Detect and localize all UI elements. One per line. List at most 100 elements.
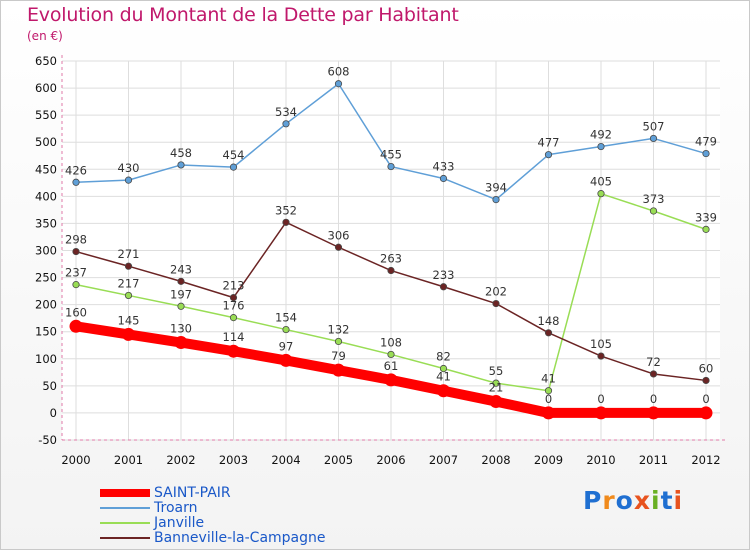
data-point <box>177 302 185 310</box>
data-point <box>437 384 450 398</box>
y-tick-label: 0 <box>50 406 57 420</box>
y-tick-label: -50 <box>38 433 57 447</box>
x-tick-label: 2010 <box>586 453 615 467</box>
data-label: 492 <box>590 128 612 142</box>
data-point <box>542 406 555 420</box>
data-point <box>439 364 448 373</box>
y-tick-label: 450 <box>35 162 57 176</box>
brand-letter: t <box>660 486 674 515</box>
data-point <box>594 406 608 420</box>
legend-swatch-janville <box>100 522 150 524</box>
data-label: 114 <box>223 330 245 344</box>
data-point <box>334 243 343 251</box>
data-point <box>124 176 133 184</box>
data-point <box>649 207 658 215</box>
data-label: 477 <box>538 136 560 150</box>
y-tick-label: 650 <box>35 54 57 68</box>
legend-label-janville: Janville <box>154 515 205 531</box>
data-point <box>124 291 133 300</box>
data-point <box>332 363 345 377</box>
x-tick-label: 2012 <box>691 453 720 467</box>
data-label: 433 <box>433 159 455 173</box>
x-tick-label: 2006 <box>376 453 405 467</box>
legend-label-banneville: Banneville-la-Campagne <box>154 530 326 546</box>
data-point <box>489 395 503 409</box>
data-label: 306 <box>328 228 350 242</box>
data-label: 148 <box>538 314 560 328</box>
chart-title: Evolution du Montant de la Dette par Hab… <box>27 4 459 26</box>
data-point <box>492 196 500 204</box>
data-point <box>124 262 133 270</box>
data-point <box>649 134 658 143</box>
chart-subtitle: (en €) <box>27 29 63 43</box>
data-point <box>72 247 80 256</box>
y-tick-label: 200 <box>35 298 57 312</box>
data-point <box>597 190 605 198</box>
data-label: 79 <box>331 349 346 363</box>
data-label: 479 <box>695 135 717 149</box>
data-label: 233 <box>433 268 455 282</box>
data-label: 0 <box>597 392 604 406</box>
y-tick-label: 600 <box>35 81 57 95</box>
y-tick-label: 400 <box>35 189 57 203</box>
data-point <box>282 120 290 128</box>
data-label: 145 <box>118 313 140 327</box>
data-label: 394 <box>485 181 507 195</box>
data-point <box>702 225 710 233</box>
x-tick-label: 2008 <box>481 453 510 467</box>
y-tick-label: 550 <box>35 108 57 122</box>
x-tick-label: 2002 <box>166 453 195 467</box>
data-label: 108 <box>380 335 402 349</box>
data-point <box>702 149 710 158</box>
data-label: 97 <box>279 339 294 353</box>
x-tick-label: 2007 <box>429 453 458 467</box>
x-tick-label: 2005 <box>324 453 353 467</box>
data-point <box>334 337 343 346</box>
data-point <box>544 387 553 395</box>
data-point <box>177 277 185 285</box>
data-point <box>72 281 80 289</box>
brand-letter: x <box>633 486 651 515</box>
y-tick-label: 250 <box>35 271 57 285</box>
data-point <box>649 370 658 378</box>
legend-label-troarn: Troarn <box>154 500 198 516</box>
data-label: 197 <box>170 287 192 301</box>
data-label: 373 <box>643 192 665 206</box>
legend-item-janville: Janville <box>100 515 400 531</box>
data-label: 105 <box>590 337 612 351</box>
data-point <box>492 379 500 387</box>
y-tick-label: 50 <box>42 379 57 393</box>
x-tick-label: 2009 <box>534 453 563 467</box>
data-point <box>174 336 188 350</box>
x-tick-label: 2011 <box>639 453 668 467</box>
data-label: 21 <box>489 381 504 395</box>
data-label: 458 <box>170 146 192 160</box>
data-point <box>647 406 660 420</box>
legend-swatch-banneville <box>100 537 150 539</box>
data-label: 0 <box>702 392 709 406</box>
brand-letter: P <box>583 486 603 515</box>
data-point <box>177 161 185 169</box>
x-tick-label: 2004 <box>271 453 300 467</box>
data-point <box>544 329 553 337</box>
legend-swatch-saint-pair <box>100 489 150 497</box>
brand-letter: i <box>673 486 684 515</box>
data-point <box>229 314 238 322</box>
brand-letter: r <box>602 486 616 515</box>
data-label: 455 <box>380 148 402 162</box>
data-label: 454 <box>223 148 245 162</box>
data-label: 154 <box>275 311 297 325</box>
data-point <box>122 327 135 341</box>
data-label: 82 <box>436 350 451 364</box>
data-point <box>387 350 395 359</box>
data-label: 243 <box>170 262 192 276</box>
data-label: 55 <box>489 364 504 378</box>
legend-item-banneville: Banneville-la-Campagne <box>100 530 400 546</box>
data-label: 72 <box>646 355 661 369</box>
data-label: 271 <box>118 247 140 261</box>
legend-item-saint-pair: SAINT-PAIR <box>100 485 400 501</box>
data-point <box>69 319 83 333</box>
data-label: 0 <box>650 392 657 406</box>
data-point <box>387 162 395 171</box>
